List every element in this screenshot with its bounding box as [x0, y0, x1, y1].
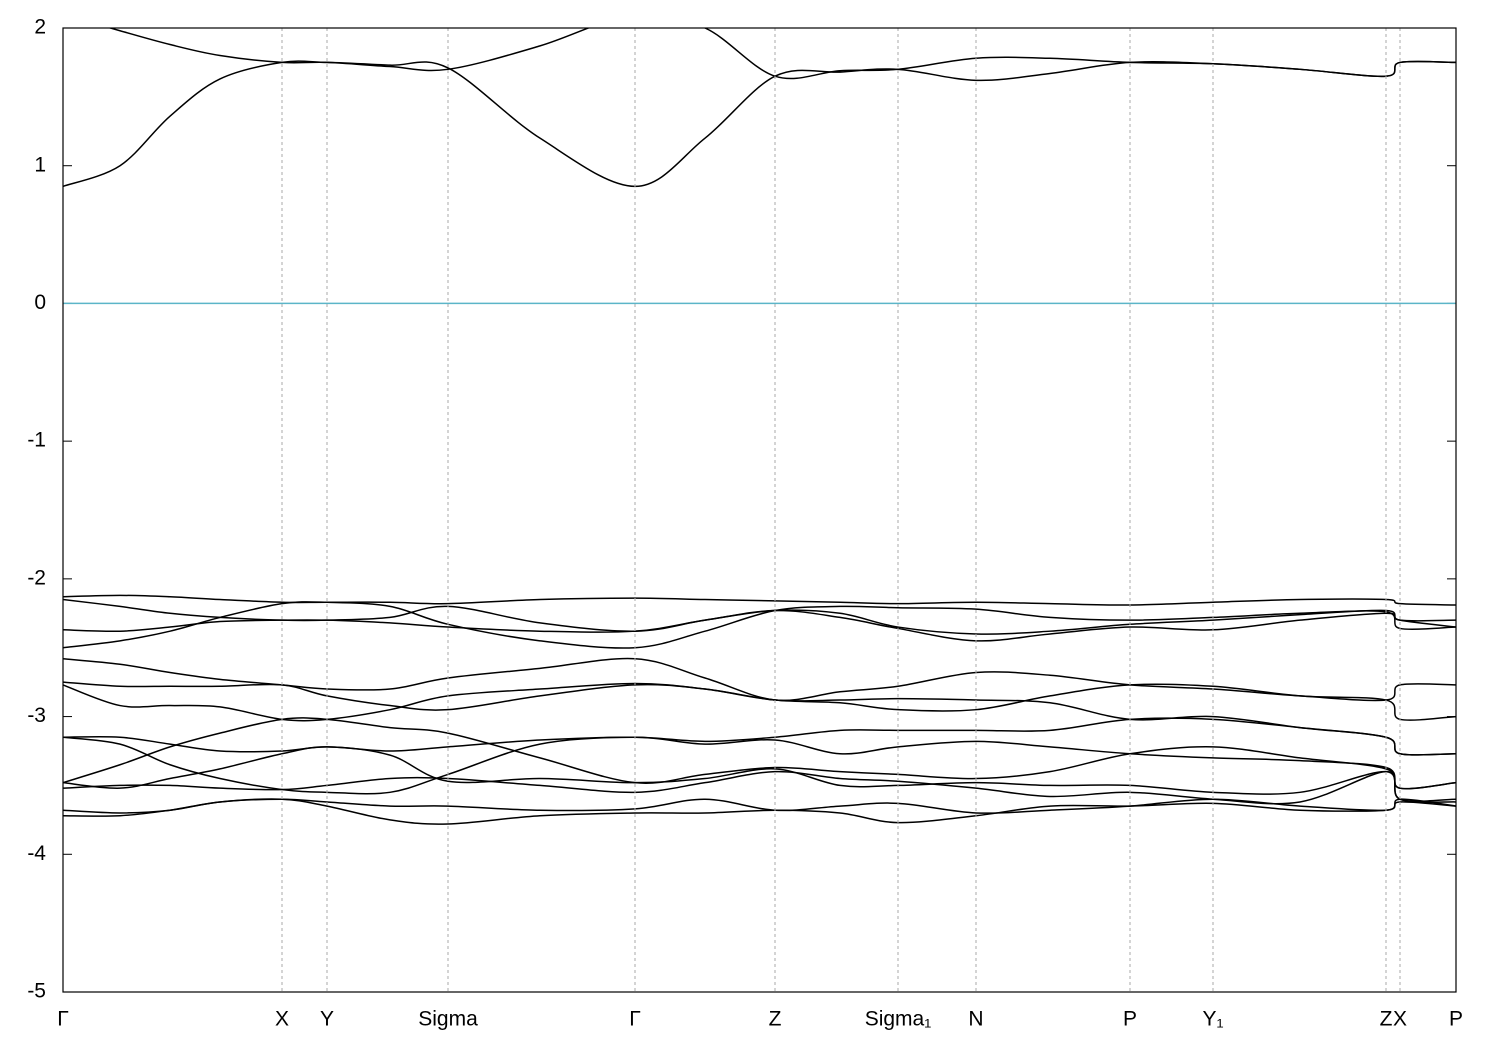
x-tick-label: N	[968, 1008, 983, 1031]
x-tick-label: X	[1393, 1008, 1407, 1031]
y-tick-label: -1	[27, 429, 46, 452]
band-line	[63, 770, 1456, 805]
y-tick-label: 0	[34, 291, 46, 314]
band-line	[63, 717, 1456, 756]
y-tick-label: -4	[27, 842, 46, 865]
y-tick-label: -3	[27, 704, 46, 727]
band-line	[107, 28, 1456, 80]
band-line	[63, 601, 1456, 649]
y-tick-label: -2	[27, 566, 46, 589]
y-tick-label: 2	[34, 16, 46, 39]
x-tick-label: P	[1449, 1008, 1463, 1031]
x-tick-label: Γ	[629, 1008, 641, 1031]
x-tick-label: Sigma₁	[865, 1008, 932, 1031]
band-line	[63, 798, 1456, 825]
band-line	[63, 682, 1456, 756]
y-tick-label: 1	[34, 153, 46, 176]
x-tick-label: P	[1123, 1008, 1137, 1031]
band-line	[63, 594, 1456, 606]
x-tick-label: Y₁	[1202, 1008, 1223, 1031]
x-tick-label: Z	[1380, 1008, 1393, 1031]
x-tick-label: Y	[320, 1008, 334, 1031]
band-line	[63, 717, 1456, 790]
y-tick-label: -5	[27, 980, 46, 1003]
plot-frame	[62, 27, 1457, 993]
band-line	[63, 736, 1456, 795]
x-tick-label: X	[275, 1008, 289, 1031]
band-line	[63, 746, 1456, 802]
x-tick-label: Sigma	[418, 1008, 478, 1031]
x-tick-label: Γ	[57, 1008, 69, 1031]
band-line	[63, 609, 1456, 642]
plot-area	[63, 28, 1456, 825]
x-tick-label: Z	[769, 1008, 782, 1031]
